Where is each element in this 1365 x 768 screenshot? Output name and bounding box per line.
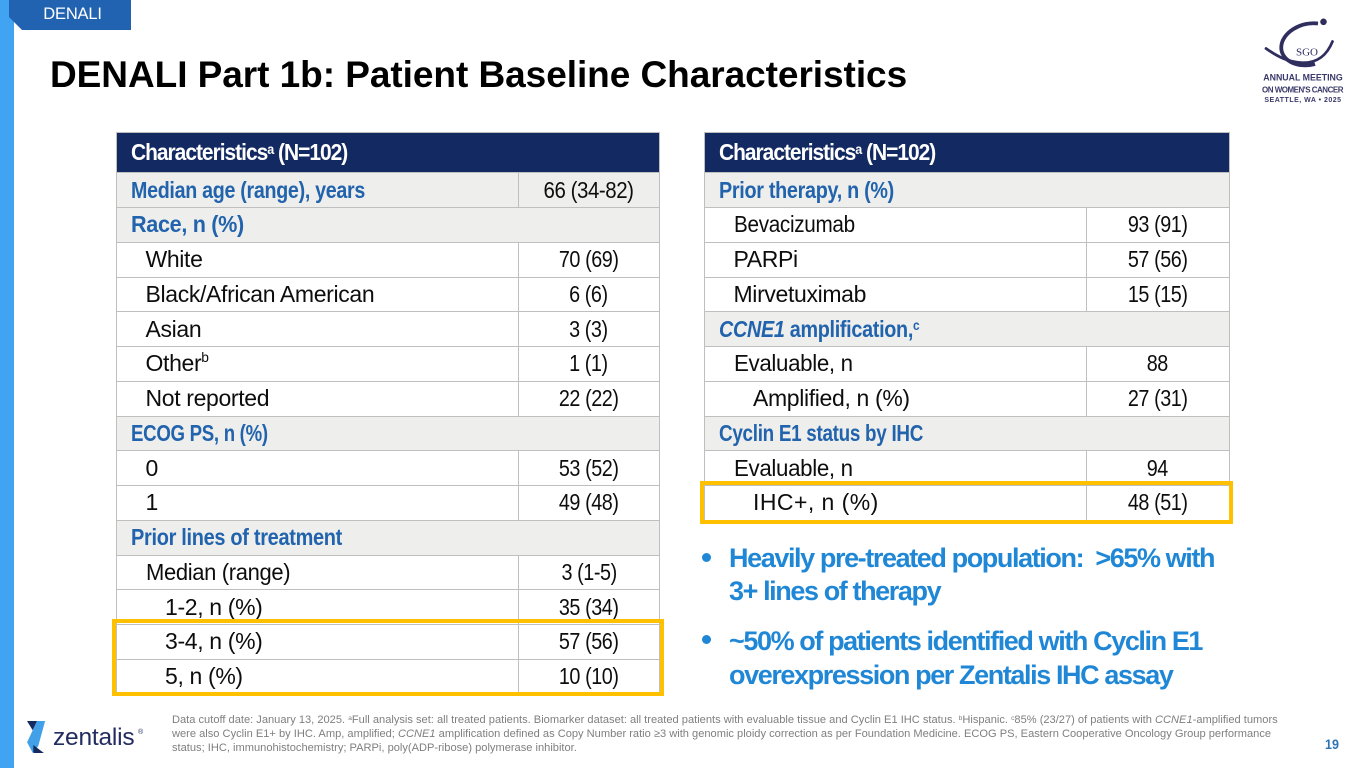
svg-text:SGO: SGO: [1296, 47, 1318, 59]
svg-text:ANNUAL MEETING: ANNUAL MEETING: [1263, 73, 1343, 83]
svg-text:ON WOMEN'S CANCER: ON WOMEN'S CANCER: [1262, 85, 1344, 94]
svg-text:SEATTLE, WA • 2025: SEATTLE, WA • 2025: [1264, 97, 1341, 104]
